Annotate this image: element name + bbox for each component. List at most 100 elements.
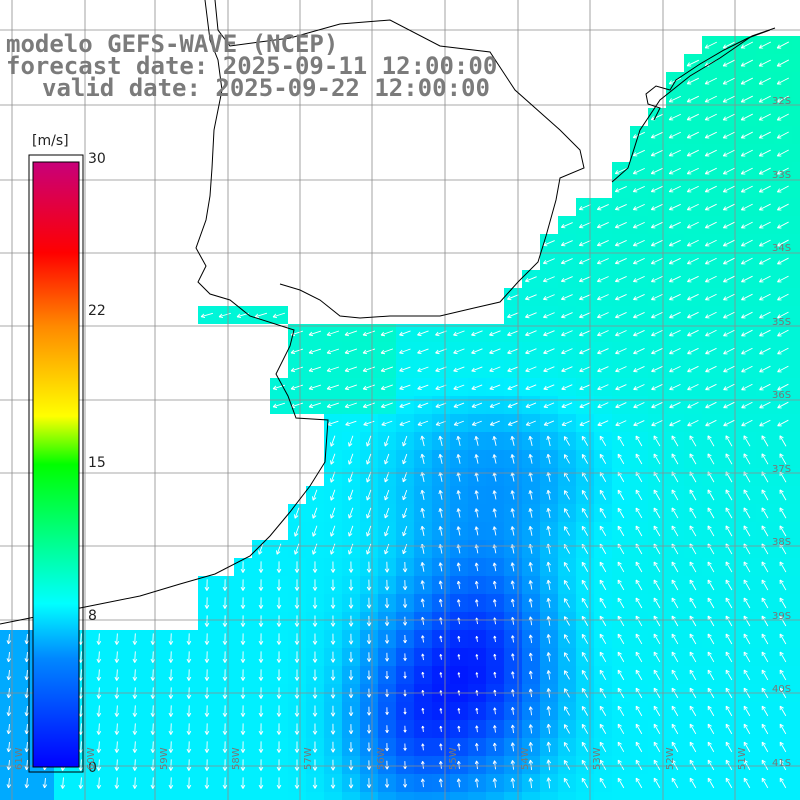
wind-arrow bbox=[579, 420, 591, 427]
wind-arrow bbox=[687, 419, 699, 427]
wind-arrow bbox=[345, 420, 357, 426]
wind-cell bbox=[0, 792, 18, 800]
wind-arrow bbox=[453, 366, 465, 373]
wind-arrow bbox=[615, 294, 627, 301]
wind-arrow bbox=[578, 222, 591, 229]
wind-arrow bbox=[560, 240, 573, 247]
wind-arrow bbox=[633, 294, 645, 301]
wind-arrow bbox=[200, 312, 214, 319]
wind-arrow bbox=[740, 95, 753, 103]
wind-arrow bbox=[705, 401, 717, 409]
wind-arrow bbox=[561, 330, 573, 337]
wind-arrow bbox=[687, 311, 699, 319]
wind-arrow bbox=[471, 402, 483, 408]
wind-arrow bbox=[741, 257, 753, 265]
wind-arrow bbox=[668, 203, 681, 211]
wind-arrow bbox=[614, 204, 627, 211]
wind-arrow bbox=[218, 312, 232, 319]
wind-arrow bbox=[344, 348, 358, 355]
wind-arrow bbox=[614, 167, 627, 175]
colorbar-tick-8: 8 bbox=[88, 608, 97, 624]
wind-arrow bbox=[615, 276, 627, 283]
wind-arrow bbox=[758, 59, 772, 67]
wind-cell bbox=[792, 180, 800, 198]
wind-arrow bbox=[758, 41, 772, 49]
wind-arrow bbox=[759, 257, 771, 265]
wind-arrow bbox=[668, 113, 681, 121]
wind-arrow bbox=[777, 383, 789, 391]
wind-arrow bbox=[525, 312, 537, 319]
wind-arrow bbox=[704, 41, 718, 49]
wind-cell bbox=[738, 792, 756, 800]
wind-arrow bbox=[758, 77, 772, 85]
wind-arrow bbox=[578, 258, 591, 265]
longitude-label: 51W bbox=[737, 747, 748, 770]
wind-arrow bbox=[704, 185, 717, 193]
wind-cell bbox=[792, 540, 800, 558]
wind-arrow bbox=[723, 401, 735, 409]
wind-cell bbox=[792, 720, 800, 738]
wind-arrow bbox=[669, 275, 681, 283]
wind-arrow bbox=[777, 329, 789, 337]
wind-arrow bbox=[614, 240, 627, 247]
wind-arrow bbox=[741, 311, 753, 319]
wind-arrow bbox=[380, 348, 394, 355]
wind-arrow bbox=[362, 366, 376, 373]
wind-arrow bbox=[348, 435, 354, 447]
wind-arrow bbox=[723, 419, 735, 427]
wind-arrow bbox=[722, 221, 735, 229]
wind-arrow bbox=[326, 366, 340, 373]
wind-arrow bbox=[722, 95, 735, 103]
wind-arrow bbox=[471, 420, 482, 426]
wind-arrow bbox=[687, 329, 699, 337]
wind-arrow bbox=[650, 149, 663, 157]
wind-arrow bbox=[722, 77, 736, 85]
longitude-label: 58W bbox=[230, 747, 242, 770]
wind-arrow bbox=[686, 239, 699, 247]
wind-arrow bbox=[272, 312, 286, 319]
wind-arrow bbox=[525, 330, 537, 337]
latitude-label: 36S bbox=[772, 390, 792, 401]
wind-arrow bbox=[633, 420, 645, 427]
wind-arrow bbox=[705, 347, 717, 355]
wind-cell bbox=[126, 792, 144, 800]
wind-arrow bbox=[543, 330, 555, 337]
longitude-label: 57W bbox=[303, 747, 315, 770]
wind-arrow bbox=[597, 420, 609, 427]
wind-arrow bbox=[614, 222, 627, 229]
wind-arrow bbox=[632, 221, 645, 229]
wind-cell bbox=[702, 792, 720, 800]
wind-arrow bbox=[651, 275, 663, 283]
wind-cell bbox=[792, 756, 800, 774]
wind-arrow bbox=[417, 402, 429, 408]
wind-cell bbox=[72, 792, 90, 800]
wind-arrow bbox=[722, 41, 736, 49]
wind-arrow bbox=[651, 420, 663, 427]
colorbar-tick-30: 30 bbox=[88, 151, 106, 167]
wind-arrow bbox=[776, 149, 789, 157]
wind-arrow bbox=[704, 203, 717, 211]
wind-arrow bbox=[453, 330, 465, 337]
wind-arrow bbox=[435, 402, 447, 408]
wind-arrow bbox=[507, 420, 518, 426]
wind-cell bbox=[234, 792, 252, 800]
wind-arrow bbox=[362, 384, 375, 391]
wind-arrow bbox=[344, 384, 358, 391]
latitude-label: 32S bbox=[772, 96, 792, 107]
wind-arrow bbox=[741, 419, 753, 427]
wind-arrow bbox=[489, 402, 501, 408]
wind-arrow bbox=[777, 275, 789, 283]
wind-arrow bbox=[615, 330, 627, 337]
wind-arrow bbox=[704, 77, 718, 85]
wind-arrow bbox=[596, 258, 609, 265]
wind-cell bbox=[792, 630, 800, 648]
wind-arrow bbox=[723, 365, 735, 373]
valid-date: valid date: 2025-09-22 12:00:00 bbox=[42, 74, 490, 102]
wind-cell bbox=[792, 234, 800, 252]
wind-arrow bbox=[417, 366, 429, 373]
wind-arrow bbox=[777, 419, 789, 427]
wind-arrow bbox=[758, 149, 771, 157]
wind-arrow bbox=[777, 347, 789, 355]
wind-cell bbox=[792, 270, 800, 288]
wind-cell bbox=[792, 288, 800, 306]
